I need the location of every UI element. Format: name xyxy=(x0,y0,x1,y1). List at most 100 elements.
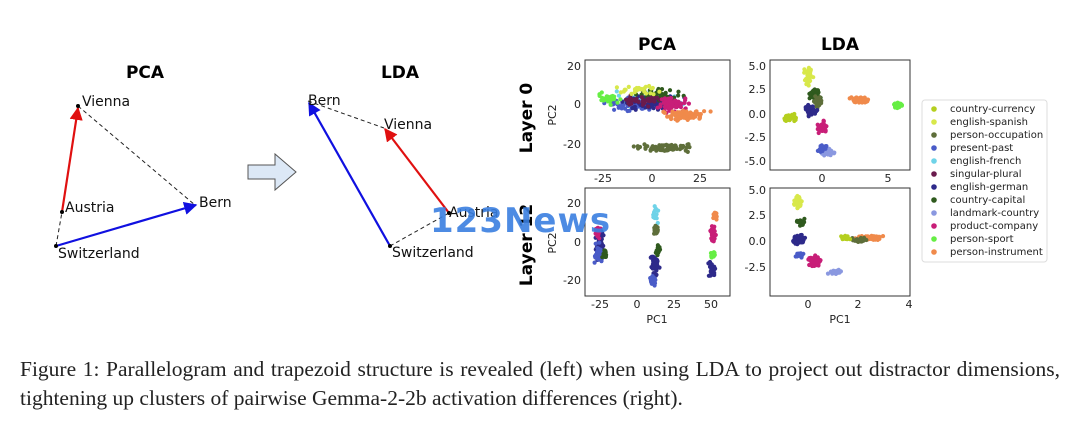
pca-label-austria: Austria xyxy=(65,200,114,216)
scatter-point xyxy=(800,222,805,227)
scatter-point xyxy=(823,150,828,156)
pca-dashed-switzerland-austria xyxy=(55,211,63,247)
panel-lda-layer0-points xyxy=(782,65,905,158)
tick: 2.5 xyxy=(749,83,767,96)
scatter-point xyxy=(655,227,660,233)
scatter-point xyxy=(629,101,634,106)
tick: 20 xyxy=(567,60,581,73)
scatter-point xyxy=(802,235,808,240)
legend-label: singular-plural xyxy=(950,169,1021,180)
scatter-point xyxy=(648,255,653,260)
tick: 5 xyxy=(885,172,892,185)
scatter-point xyxy=(632,90,637,95)
scatter-point xyxy=(616,93,622,98)
scatter-point xyxy=(799,240,804,245)
legend-label: country-currency xyxy=(950,104,1035,115)
tick: 5.0 xyxy=(749,184,767,197)
legend-swatch xyxy=(931,119,937,125)
scatter-point xyxy=(653,256,658,261)
scatter-point xyxy=(657,89,662,94)
scatter-point xyxy=(863,97,868,102)
tick: 2.5 xyxy=(749,209,767,222)
scatter-point xyxy=(798,218,803,223)
scatter-point xyxy=(599,98,604,103)
scatter-point xyxy=(872,236,877,241)
tick: 0.0 xyxy=(749,108,767,121)
scatter-point xyxy=(682,115,687,120)
lda-blue-arrow xyxy=(308,101,391,247)
scatter-point xyxy=(680,144,685,149)
legend-swatch xyxy=(931,184,937,190)
tick: 0 xyxy=(805,298,812,311)
legend-swatch xyxy=(931,197,937,203)
row-title-layer12: Layer 12 xyxy=(517,204,537,286)
scatter-point xyxy=(807,262,812,268)
tick: 25 xyxy=(693,172,707,185)
scatter-point xyxy=(592,254,598,259)
panel-pca-layer0: -25 0 25 20 0 -20 PC2 xyxy=(546,59,731,185)
scatter-point xyxy=(593,241,598,246)
watermark: 123News xyxy=(430,201,611,241)
scatter-point xyxy=(619,106,624,111)
tick: -2.5 xyxy=(745,131,766,144)
scatter-point xyxy=(815,122,820,127)
legend-swatch xyxy=(931,106,937,112)
scatter-point xyxy=(815,148,821,153)
scatter-point xyxy=(597,240,602,245)
scatter-point xyxy=(599,90,604,95)
pca-diagram: PCA Vienna Austria Bern Switzerland xyxy=(54,63,232,262)
scatter-point xyxy=(655,105,660,110)
legend-label: product-company xyxy=(950,221,1038,232)
scatter-point xyxy=(592,260,597,265)
panel-pca-layer12: -25 0 25 50 20 0 -20 PC2 PC1 xyxy=(546,187,731,326)
scatter-point xyxy=(676,93,681,98)
scatter-point xyxy=(595,230,600,235)
panel-lda-layer12-points xyxy=(791,193,886,276)
scatter-point xyxy=(880,234,886,239)
scatter-point xyxy=(618,90,624,95)
legend: country-currency english-spanish person-oc… xyxy=(921,99,1048,263)
scatter-point xyxy=(833,270,838,275)
scatter-point xyxy=(709,232,715,237)
scatter-point xyxy=(684,145,689,150)
scatter-point xyxy=(794,240,799,245)
legend-label: present-past xyxy=(950,143,1013,154)
panel-pca-layer12-frame xyxy=(584,187,731,297)
tick: 0 xyxy=(574,236,581,249)
scatter-point xyxy=(661,100,667,105)
scatter-point xyxy=(799,252,804,257)
tick: 0 xyxy=(649,172,656,185)
lda-diagram: LDA Bern Vienna Austria Switzerland xyxy=(307,63,498,261)
scatter-point xyxy=(676,89,681,94)
scatter-point xyxy=(629,91,634,96)
scatter-point xyxy=(677,147,683,152)
scatter-point xyxy=(625,97,630,102)
scatter-point xyxy=(802,67,807,72)
scatter-point xyxy=(653,231,659,236)
scatter-point xyxy=(656,208,661,213)
legend-swatch xyxy=(931,249,937,255)
scatter-point xyxy=(632,104,638,109)
xlabel: PC1 xyxy=(646,313,667,326)
legend-swatch xyxy=(931,158,937,164)
scatter-point xyxy=(793,199,798,204)
lda-label-vienna: Vienna xyxy=(384,117,432,133)
scatter-point xyxy=(667,99,673,104)
scatter-point xyxy=(648,278,654,283)
scatter-point xyxy=(815,260,820,265)
scatter-point xyxy=(676,111,681,116)
scatter-point xyxy=(614,85,620,90)
figure-caption: Figure 1: Parallelogram and trapezoid st… xyxy=(20,357,1060,410)
tick: 50 xyxy=(704,298,718,311)
scatter-point xyxy=(794,219,800,224)
scatter-point xyxy=(845,235,850,240)
legend-frame xyxy=(921,99,1048,263)
pca-label-vienna: Vienna xyxy=(82,94,130,110)
scatter-point xyxy=(678,116,683,121)
scatter-point xyxy=(665,114,670,119)
lda-label-bern: Bern xyxy=(308,93,341,109)
scatter-point xyxy=(713,266,718,271)
figure: PCA Vienna Austria Bern Switzerland LDA … xyxy=(54,35,1048,326)
tick: 25 xyxy=(667,298,681,311)
scatter-point xyxy=(877,234,882,239)
